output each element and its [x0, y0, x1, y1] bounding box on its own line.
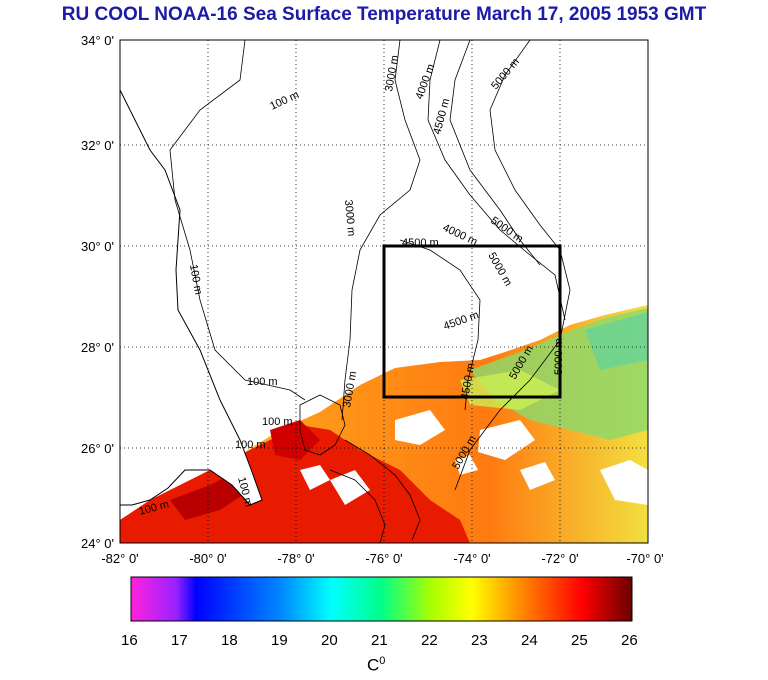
colorbar-tick: 24	[521, 632, 538, 649]
colorbar-tick: 23	[471, 632, 488, 649]
unit-label: C	[367, 655, 380, 675]
colorbar	[130, 576, 633, 622]
lat-label: 30° 0'	[81, 239, 114, 254]
latitude-axis: 34° 0' 32° 0' 30° 0' 28° 0' 26° 0' 24° 0…	[81, 33, 114, 551]
colorbar-tick: 18	[221, 632, 238, 649]
cuba-coast	[344, 439, 421, 541]
colorbar-tick: 22	[421, 632, 438, 649]
colorbar-tick: 25	[571, 632, 588, 649]
colorbar-tick: 21	[371, 632, 388, 649]
lat-label: 26° 0'	[81, 441, 114, 456]
unit-superscript: 0	[379, 655, 386, 667]
contour-label: 100 m	[262, 416, 293, 428]
lat-label: 34° 0'	[81, 33, 114, 48]
contour-4500m-b	[399, 239, 481, 411]
lon-label: -76° 0'	[365, 551, 402, 566]
contour-label: 3000 m	[342, 199, 357, 237]
colorbar-tick: 19	[271, 632, 288, 649]
lat-label: 28° 0'	[81, 340, 114, 355]
contour-label: 100 m	[235, 439, 266, 451]
lon-label: -78° 0'	[277, 551, 314, 566]
lon-label: -74° 0'	[453, 551, 490, 566]
bahamas-coast	[299, 394, 346, 456]
lon-label: -80° 0'	[189, 551, 226, 566]
colorbar-tick: 26	[621, 632, 638, 649]
florida-land	[120, 89, 263, 506]
longitude-axis: -82° 0' -80° 0' -78° 0' -76° 0' -74° 0' …	[101, 551, 663, 566]
study-area-box	[382, 244, 562, 399]
map-title: RU COOL NOAA-16 Sea Surface Temperature …	[61, 4, 707, 25]
lon-label: -72° 0'	[541, 551, 578, 566]
shelf-contour	[329, 469, 386, 543]
colorbar-tick: 16	[121, 632, 138, 649]
colorbar-tick: 17	[171, 632, 188, 649]
lon-label: -82° 0'	[101, 551, 138, 566]
sst-dark-zone-2	[270, 420, 320, 460]
contour-label: 100 m	[187, 263, 204, 295]
contour-label: 100 m	[247, 376, 278, 388]
contour-4000m	[427, 40, 566, 321]
sst-cool-patch	[585, 312, 648, 370]
sst-yellow-patch	[460, 370, 560, 410]
contour-4500m	[449, 40, 541, 266]
lat-label: 32° 0'	[81, 138, 114, 153]
plot-frame	[119, 39, 649, 544]
lon-label: -70° 0'	[626, 551, 663, 566]
contour-3000m	[341, 40, 421, 421]
colorbar-unit: C0	[367, 655, 385, 676]
lat-label: 24° 0'	[81, 536, 114, 551]
contour-100m	[169, 40, 306, 401]
colorbar-tick: 20	[321, 632, 338, 649]
